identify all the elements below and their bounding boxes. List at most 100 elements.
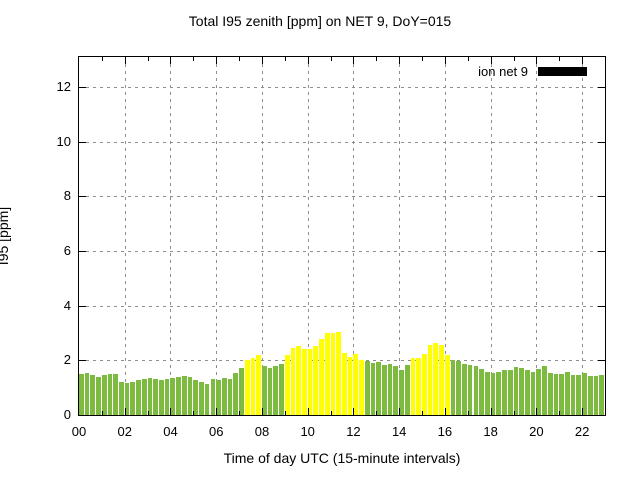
v-gridline bbox=[216, 57, 218, 415]
bar bbox=[347, 356, 353, 415]
bar bbox=[427, 345, 433, 415]
y-tick-mark bbox=[598, 141, 605, 143]
bar bbox=[502, 370, 507, 415]
x-tick-mark bbox=[193, 411, 195, 415]
bar bbox=[479, 369, 484, 415]
bar bbox=[319, 339, 324, 415]
plot-area: I95 [ppm] ion net 9 0 2 4 6 8 10 12 00 02 04 06 08 1… bbox=[0, 56, 606, 439]
bar bbox=[382, 364, 387, 415]
bar bbox=[376, 362, 381, 415]
bar bbox=[101, 375, 107, 415]
bar bbox=[113, 373, 118, 415]
y-tick-mark bbox=[79, 360, 86, 362]
x-tick-mark bbox=[536, 408, 538, 415]
v-gridline bbox=[536, 57, 538, 415]
x-tick-mark bbox=[376, 411, 378, 415]
h-gridline bbox=[79, 87, 605, 89]
bar bbox=[370, 362, 376, 415]
x-tick-mark bbox=[582, 57, 584, 64]
x-tick-mark bbox=[170, 57, 172, 64]
x-tick-mark bbox=[467, 57, 469, 61]
x-tick-mark bbox=[559, 411, 561, 415]
v-gridline bbox=[399, 57, 401, 415]
x-tick-mark bbox=[124, 57, 126, 64]
bar bbox=[587, 376, 593, 415]
bar bbox=[473, 365, 479, 415]
v-gridline bbox=[170, 57, 172, 415]
bar bbox=[233, 373, 239, 415]
bar bbox=[593, 376, 599, 415]
bar bbox=[416, 358, 422, 415]
bar bbox=[404, 364, 410, 415]
bar bbox=[227, 379, 233, 415]
bar bbox=[422, 353, 427, 415]
y-tick-mark bbox=[79, 196, 86, 198]
y-tick-mark bbox=[598, 251, 605, 253]
bar bbox=[84, 373, 90, 415]
bar bbox=[187, 377, 193, 415]
y-tick-mark bbox=[598, 360, 605, 362]
x-tick-mark bbox=[330, 57, 332, 61]
bar bbox=[124, 383, 130, 415]
bar bbox=[153, 378, 159, 415]
h-gridline bbox=[79, 251, 605, 253]
h-gridline bbox=[79, 141, 605, 143]
y-tick-mark bbox=[79, 251, 86, 253]
bar bbox=[204, 384, 210, 415]
bar bbox=[279, 364, 284, 415]
y-tick-label: 8 bbox=[63, 188, 71, 204]
x-tick-mark bbox=[353, 408, 355, 415]
bar bbox=[256, 354, 261, 415]
bar bbox=[181, 376, 187, 415]
x-tick-mark bbox=[513, 57, 515, 61]
bar bbox=[570, 374, 576, 415]
bar bbox=[536, 369, 542, 415]
x-tick-label: 10 bbox=[300, 424, 315, 439]
x-tick-mark bbox=[330, 411, 332, 415]
y-tick-label: 6 bbox=[63, 243, 71, 259]
x-tick-mark bbox=[513, 411, 515, 415]
y-tick-label: 10 bbox=[56, 133, 71, 149]
y-tick-mark bbox=[79, 87, 86, 89]
x-tick-mark bbox=[399, 408, 401, 415]
x-tick-mark bbox=[399, 57, 401, 64]
legend-swatch bbox=[538, 67, 587, 76]
bar bbox=[130, 381, 136, 415]
x-tick-mark bbox=[216, 57, 218, 64]
x-tick-label: 00 bbox=[71, 424, 87, 439]
legend-entry-label: ion net 9 bbox=[478, 64, 528, 79]
x-tick-mark bbox=[490, 408, 492, 415]
bar bbox=[147, 377, 153, 415]
x-tick-mark bbox=[216, 408, 218, 415]
x-tick-mark bbox=[170, 408, 172, 415]
v-gridline bbox=[261, 57, 263, 415]
bar bbox=[221, 377, 227, 415]
bar bbox=[524, 370, 530, 415]
v-gridline bbox=[582, 57, 584, 415]
bar bbox=[296, 346, 301, 415]
bar bbox=[513, 366, 519, 415]
bar bbox=[444, 354, 450, 415]
bar bbox=[290, 348, 296, 415]
bar bbox=[284, 354, 290, 415]
bar bbox=[530, 371, 536, 415]
bar bbox=[107, 374, 113, 415]
x-tick-mark bbox=[193, 57, 195, 61]
y-tick-label: 2 bbox=[63, 352, 71, 368]
bar bbox=[324, 332, 330, 415]
bar bbox=[439, 345, 444, 415]
bar bbox=[159, 380, 164, 415]
bar bbox=[507, 369, 513, 415]
bar bbox=[250, 357, 256, 415]
y-tick-mark bbox=[79, 141, 86, 143]
bar bbox=[599, 374, 604, 415]
bar bbox=[330, 332, 336, 415]
bar bbox=[301, 348, 307, 415]
bar bbox=[193, 379, 199, 415]
x-tick-mark bbox=[239, 57, 241, 61]
v-gridline bbox=[490, 57, 492, 415]
x-tick-mark bbox=[147, 57, 149, 61]
bar bbox=[336, 331, 341, 415]
bar bbox=[496, 371, 502, 415]
bar bbox=[244, 359, 250, 415]
